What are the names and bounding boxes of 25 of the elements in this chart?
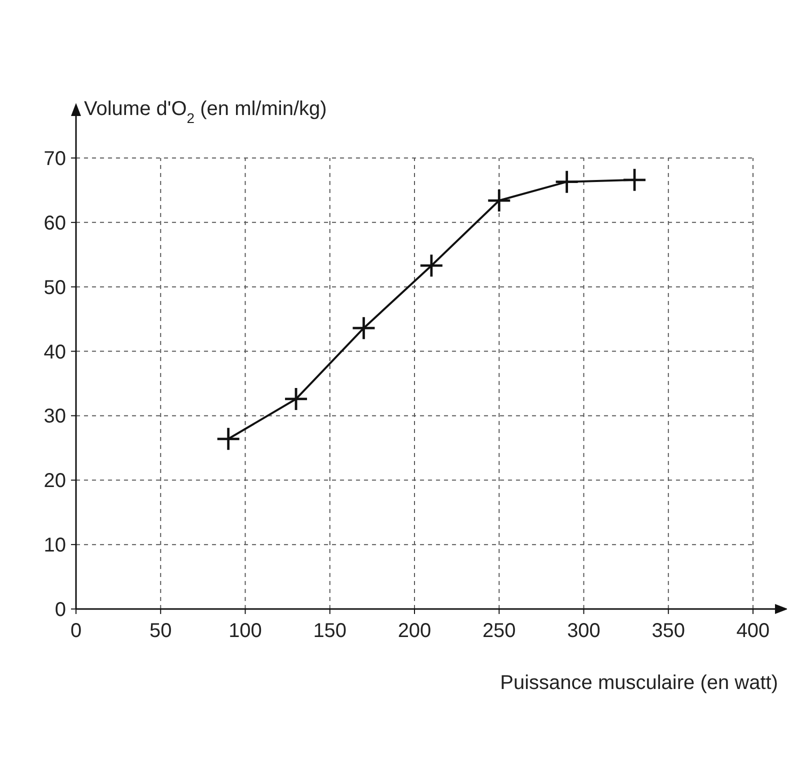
y-tick-label: 60 (44, 212, 66, 234)
y-tick-label: 20 (44, 470, 66, 492)
point (217, 428, 240, 450)
x-tick-label: 0 (70, 620, 82, 642)
x-tick-label: 100 (228, 620, 262, 642)
y-tick-label: 0 (54, 599, 66, 621)
y-tick-label: 10 (44, 534, 66, 557)
x-tick-label: 150 (313, 620, 347, 642)
y-tick-label: 70 (44, 148, 66, 170)
x-tick-label: 200 (398, 620, 432, 642)
x-tick-label: 250 (482, 620, 516, 642)
point (352, 317, 375, 340)
x-axis-title: Puissance musculaire (en watt) (500, 672, 778, 694)
point (488, 190, 510, 212)
point (624, 168, 646, 191)
x-tick-label: 400 (736, 620, 770, 642)
x-tick-label: 300 (567, 620, 600, 642)
y-axis-title: Volume d'O$_{2}$ (en ml/min/kg) (84, 98, 327, 126)
y-tick-label: 40 (44, 341, 66, 364)
point (556, 170, 578, 193)
x-tick-label: 50 (150, 620, 172, 642)
point (420, 254, 442, 277)
x-tick-label: 350 (652, 620, 686, 642)
y-tick-label: 50 (44, 276, 66, 299)
y-tick-label: 30 (44, 406, 66, 428)
